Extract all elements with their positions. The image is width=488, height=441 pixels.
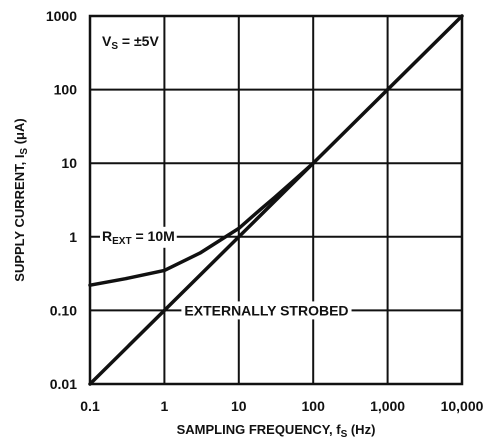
y-axis-label: SUPPLY CURRENT, IS (μA) [12, 118, 30, 281]
x-tick-label-2: 10 [231, 398, 247, 414]
y-tick-labels: 1000 100 10 1 0.10 0.01 [46, 8, 77, 392]
series-line-externally-strobed [88, 14, 464, 386]
x-tick-label-1: 1 [161, 398, 169, 414]
series-layer [88, 14, 464, 386]
y-tick-label-2: 10 [61, 155, 77, 171]
x-tick-label-5: 10,000 [441, 398, 484, 414]
x-axis-label: SAMPLING FREQUENCY, fS (Hz) [177, 422, 376, 440]
rext-label-background [100, 226, 177, 248]
y-tick-label-5: 0.01 [50, 376, 77, 392]
x-tick-label-3: 100 [302, 398, 326, 414]
x-tick-label-0: 0.1 [80, 398, 100, 414]
series-label-externally-strobed: EXTERNALLY STROBED [184, 302, 348, 318]
series-label-rext-10m: REXT = 10M [102, 228, 175, 247]
series-line-rext-10m [88, 161, 315, 287]
strobed-label-background [181, 301, 352, 320]
y-tick-label-4: 0.10 [50, 302, 77, 318]
y-tick-label-1: 100 [54, 82, 78, 98]
x-tick-label-4: 1,000 [370, 398, 405, 414]
supply-voltage-label: VS = ±5V [102, 33, 159, 52]
x-tick-labels: 0.1 1 10 100 1,000 10,000 [80, 398, 483, 414]
y-tick-label-3: 1 [69, 229, 77, 245]
y-tick-label-0: 1000 [46, 8, 77, 24]
plot-frame [88, 14, 464, 386]
